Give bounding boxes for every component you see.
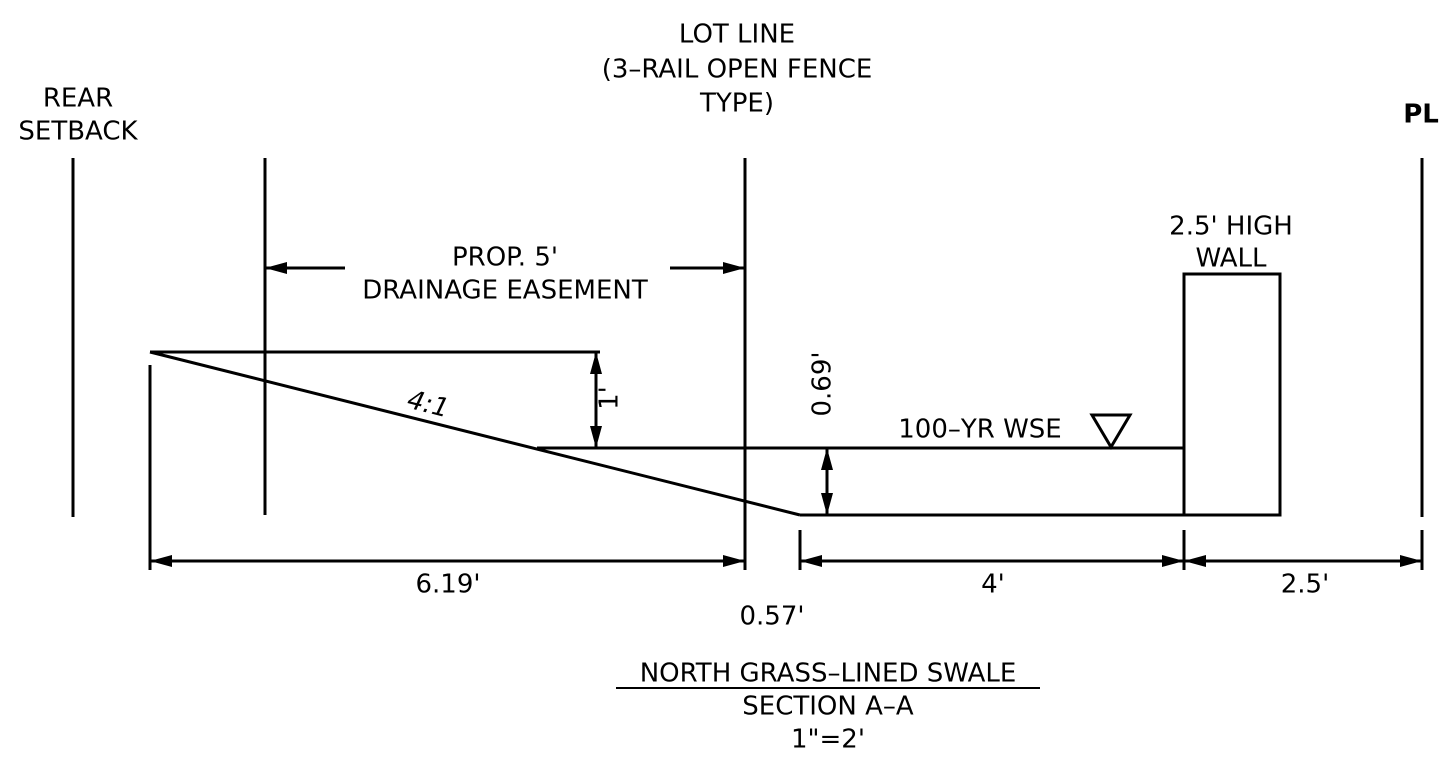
- easement-label: DRAINAGE EASEMENT: [362, 276, 648, 306]
- arrowhead: [1184, 555, 1206, 567]
- property-line-label: PL: [1403, 100, 1439, 130]
- dim-label: 4': [981, 570, 1005, 600]
- lot-line-label: TYPE): [699, 89, 774, 119]
- arrowhead: [1400, 555, 1422, 567]
- scale: 1"=2': [791, 725, 865, 755]
- arrowhead: [723, 555, 745, 567]
- arrowhead: [800, 555, 822, 567]
- arrowhead: [150, 555, 172, 567]
- easement-label: PROP. 5': [452, 243, 558, 273]
- geometry: [71, 158, 1424, 517]
- rear-setback-label: SETBACK: [18, 117, 138, 147]
- dim-label: 6.19': [415, 570, 480, 600]
- arrowhead: [265, 262, 287, 274]
- labels: LOT LINE (3–RAIL OPEN FENCE TYPE) REAR S…: [18, 20, 1438, 755]
- subtitle: SECTION A–A: [742, 692, 914, 722]
- wall: [1182, 272, 1282, 517]
- arrowhead: [590, 352, 602, 374]
- rear-setback-label: REAR: [43, 84, 113, 114]
- dim-label: 0.57': [739, 602, 804, 632]
- lot-line-label: LOT LINE: [679, 20, 795, 50]
- arrowhead: [821, 493, 833, 515]
- wse-label: 100–YR WSE: [898, 415, 1061, 445]
- dim-label: 2.5': [1281, 570, 1330, 600]
- side-slope: [149, 350, 801, 517]
- arrowhead: [1162, 555, 1184, 567]
- arrowhead: [821, 448, 833, 470]
- dim-label: 1': [595, 386, 625, 410]
- arrowhead: [723, 262, 745, 274]
- arrowhead: [590, 426, 602, 448]
- lot-line-label: (3–RAIL OPEN FENCE: [602, 55, 873, 85]
- title: NORTH GRASS–LINED SWALE: [640, 659, 1017, 689]
- wall-label: 2.5' HIGH: [1169, 212, 1293, 242]
- dimensions: [148, 262, 1424, 570]
- wse-symbol: [1089, 413, 1133, 450]
- wall-label: WALL: [1195, 244, 1267, 274]
- dim-label: 0.69': [808, 351, 838, 416]
